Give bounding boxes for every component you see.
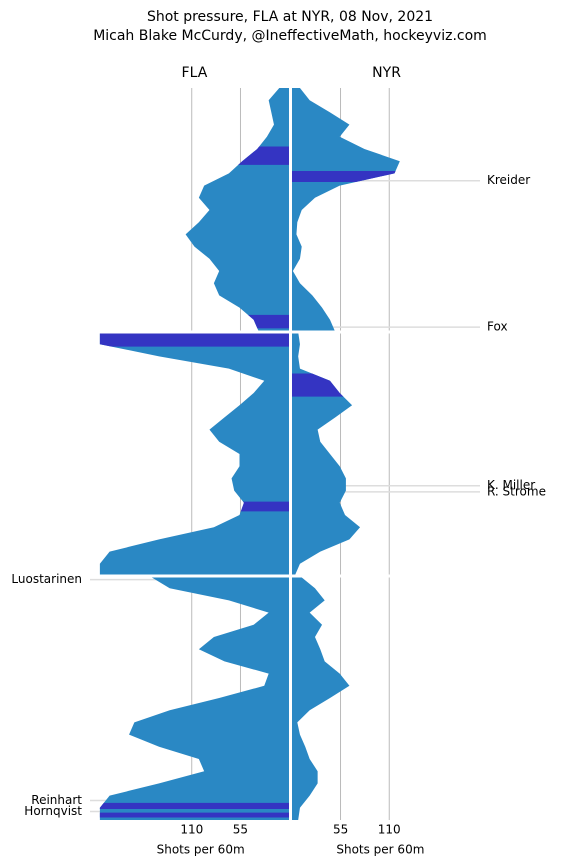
goal-label: R. Strome	[487, 484, 546, 498]
power-play-band	[99, 812, 289, 818]
pressure-area	[292, 88, 400, 820]
chart-title: Shot pressure, FLA at NYR, 08 Nov, 2021	[147, 9, 433, 25]
team-label: NYR	[372, 65, 401, 81]
x-axis-label: Shots per 60m	[157, 843, 245, 857]
goal-label: Luostarinen	[11, 572, 82, 586]
x-tick-label: 110	[180, 823, 203, 837]
goal-label: Kreider	[487, 173, 530, 187]
chart-subtitle: Micah Blake McCurdy, @IneffectiveMath, h…	[93, 28, 487, 44]
power-play-band	[238, 146, 289, 165]
power-play-band	[99, 333, 289, 347]
pressure-area	[99, 88, 289, 820]
x-tick-label: 55	[333, 823, 348, 837]
goal-label: Reinhart	[31, 793, 82, 807]
power-play-band	[292, 373, 344, 397]
power-play-band	[99, 802, 289, 810]
goal-label: K. Miller	[487, 478, 535, 492]
x-axis-label: Shots per 60m	[336, 843, 424, 857]
x-tick-label: 55	[233, 823, 248, 837]
power-play-band	[292, 170, 396, 182]
power-play-band	[240, 501, 289, 512]
goal-label: Hornqvist	[24, 804, 82, 818]
x-tick-label: 110	[378, 823, 401, 837]
team-label: FLA	[182, 65, 208, 81]
power-play-band	[247, 314, 289, 329]
goal-label: Fox	[487, 320, 508, 334]
